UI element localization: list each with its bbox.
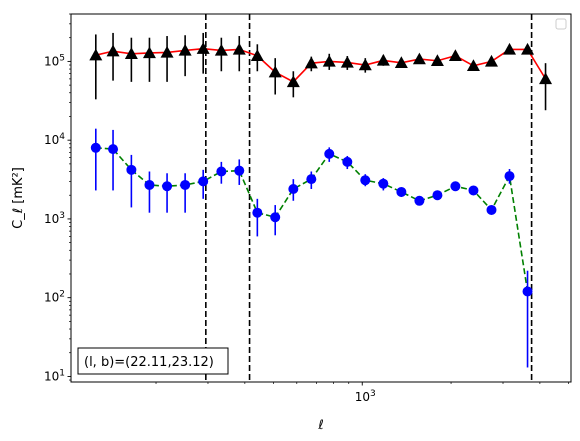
data-point	[430, 54, 444, 66]
plot-area	[89, 14, 553, 382]
data-point	[196, 42, 210, 54]
y-axis-label: C_ℓ [mK²]	[11, 167, 26, 229]
data-point	[304, 56, 318, 69]
data-point	[214, 43, 228, 56]
data-point	[539, 72, 553, 85]
data-point	[504, 171, 515, 182]
tick-label-base: 10	[44, 54, 59, 68]
annotation-frame	[77, 347, 229, 375]
data-point	[360, 175, 371, 186]
data-point	[106, 44, 120, 57]
data-point	[394, 56, 408, 69]
y-tick-label: 102	[44, 290, 65, 305]
series-2	[90, 128, 533, 368]
data-point	[412, 52, 426, 65]
annotation-box: (l, b)=(22.11,23.12)	[77, 347, 229, 375]
data-point	[503, 42, 517, 55]
data-point	[358, 58, 372, 71]
tick-label-exponent: 5	[59, 53, 65, 63]
tick-label-exponent: 3	[59, 211, 65, 221]
data-point	[252, 207, 263, 218]
data-point	[322, 54, 336, 67]
data-point	[466, 59, 480, 71]
x-tick-label: 103	[355, 389, 376, 404]
data-point	[286, 75, 300, 88]
tick-label-exponent: 2	[59, 290, 65, 300]
data-point	[450, 181, 461, 192]
data-point	[126, 164, 137, 175]
data-point	[234, 165, 245, 176]
data-point	[521, 42, 535, 55]
data-point	[396, 186, 407, 197]
y-tick-label: 103	[44, 211, 65, 226]
series-1	[89, 32, 553, 111]
tick-label-exponent: 4	[59, 132, 65, 142]
data-point	[198, 176, 209, 187]
data-point	[288, 183, 299, 194]
data-point	[162, 181, 173, 192]
data-point	[90, 142, 101, 153]
x-axis-label: ℓ	[317, 418, 323, 433]
data-point	[340, 55, 354, 68]
data-point	[89, 48, 103, 61]
tick-label-exponent: 1	[59, 368, 65, 378]
data-point	[324, 148, 335, 159]
data-point	[448, 49, 462, 61]
data-point	[378, 178, 389, 189]
data-point	[160, 45, 174, 58]
data-point	[108, 144, 119, 155]
legend	[555, 18, 567, 30]
tick-label-exponent: 3	[370, 389, 376, 399]
data-point	[250, 49, 264, 61]
axis-labels: ℓ C_ℓ [mK²]	[11, 167, 324, 433]
data-point	[414, 195, 425, 206]
data-point	[232, 42, 246, 55]
y-tick-label: 105	[44, 53, 65, 68]
data-point	[268, 65, 282, 78]
data-point	[342, 156, 353, 167]
data-point	[484, 54, 498, 67]
tick-label-base: 10	[44, 212, 59, 226]
data-point	[432, 190, 443, 201]
data-point	[216, 166, 227, 177]
data-point	[468, 185, 479, 196]
data-point	[486, 204, 497, 215]
tick-label-base: 10	[44, 369, 59, 383]
data-point	[270, 212, 281, 223]
data-point	[178, 43, 192, 56]
y-tick-label: 104	[44, 132, 65, 147]
annotation-text: (l, b)=(22.11,23.12)	[84, 355, 214, 370]
data-point	[376, 53, 390, 66]
data-point	[124, 47, 138, 59]
data-point	[522, 286, 533, 297]
y-tick-label: 101	[44, 368, 65, 383]
tick-label-base: 10	[44, 291, 59, 305]
plot-frame	[70, 13, 572, 383]
data-point	[144, 179, 155, 190]
tick-label-base: 10	[355, 390, 370, 404]
tick-label-base: 10	[44, 133, 59, 147]
legend-box	[555, 18, 567, 30]
data-point	[306, 174, 317, 185]
data-point	[142, 46, 156, 59]
data-point	[180, 179, 191, 190]
